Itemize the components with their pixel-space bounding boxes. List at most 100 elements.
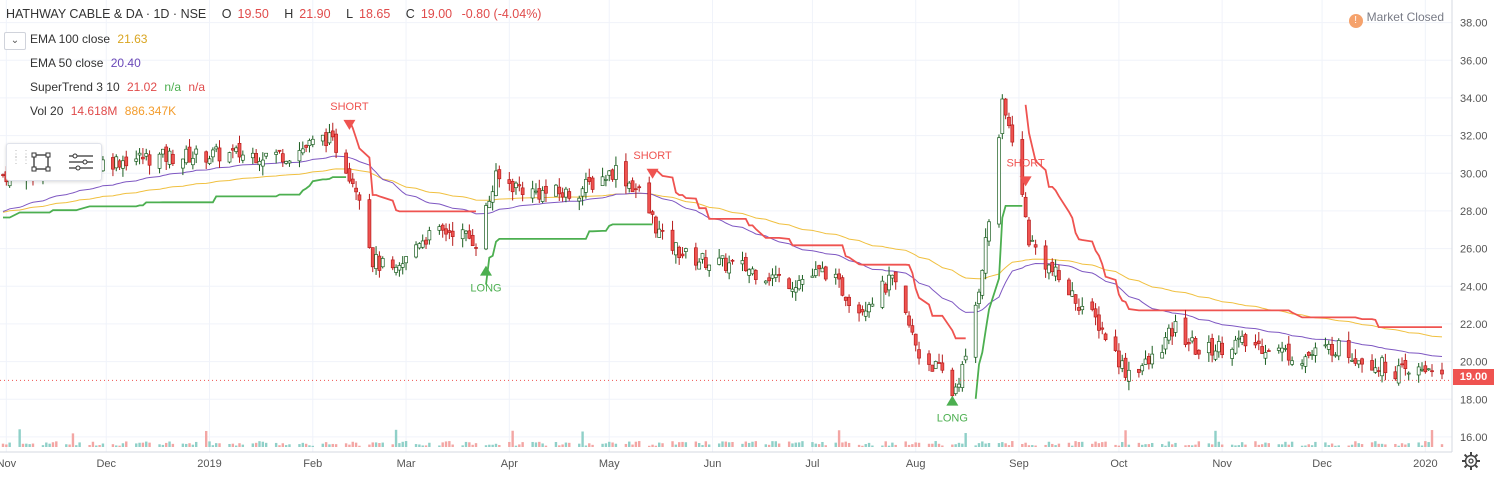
candle-body[interactable] <box>743 257 748 272</box>
candle-body[interactable] <box>847 296 851 306</box>
candle-body[interactable] <box>797 280 801 290</box>
candle-body[interactable] <box>111 157 115 170</box>
candle-body[interactable] <box>973 304 978 358</box>
candle-body[interactable] <box>817 265 821 270</box>
candle-body[interactable] <box>397 265 402 271</box>
candle-body[interactable] <box>390 259 395 269</box>
candle-body[interactable] <box>1007 116 1011 127</box>
gear-icon[interactable] <box>1460 450 1482 472</box>
candle-body[interactable] <box>1280 347 1284 353</box>
candle-body[interactable] <box>930 364 935 372</box>
candle-body[interactable] <box>284 161 288 164</box>
indicator-volume[interactable]: Vol 20 14.618M 886.347K <box>30 104 176 118</box>
candle-body[interactable] <box>777 274 781 276</box>
candle-body[interactable] <box>1266 350 1271 352</box>
candle-body[interactable] <box>720 255 725 259</box>
candle-body[interactable] <box>1090 301 1095 310</box>
candle-body[interactable] <box>1173 321 1178 333</box>
candle-body[interactable] <box>334 133 338 153</box>
candle-body[interactable] <box>983 237 988 274</box>
indicator-supertrend[interactable]: SuperTrend 3 10 21.02 n/a n/a <box>30 80 205 94</box>
candle-body[interactable] <box>863 310 868 317</box>
candle-body[interactable] <box>1330 344 1334 356</box>
candle-body[interactable] <box>1097 314 1101 331</box>
candle-body[interactable] <box>703 257 708 268</box>
candle-body[interactable] <box>700 253 705 260</box>
candle-body[interactable] <box>1416 366 1421 376</box>
candle-body[interactable] <box>300 148 305 154</box>
candle-body[interactable] <box>167 150 172 165</box>
candle-body[interactable] <box>1067 279 1071 296</box>
candle-body[interactable] <box>793 287 798 293</box>
candle-body[interactable] <box>660 230 665 232</box>
candle-body[interactable] <box>1350 359 1354 362</box>
candle-body[interactable] <box>1196 349 1201 355</box>
candle-body[interactable] <box>1356 360 1361 365</box>
candle-body[interactable] <box>1400 363 1404 366</box>
candle-body[interactable] <box>117 160 122 168</box>
candle-body[interactable] <box>257 161 262 166</box>
candle-body[interactable] <box>1303 356 1308 367</box>
candle-body[interactable] <box>374 254 378 270</box>
candle-body[interactable] <box>1346 340 1351 358</box>
candle-body[interactable] <box>600 176 605 186</box>
candle-body[interactable] <box>1306 352 1311 356</box>
candle-body[interactable] <box>860 309 865 313</box>
candle-body[interactable] <box>1403 360 1408 369</box>
candle-body[interactable] <box>264 152 269 157</box>
candle-body[interactable] <box>417 243 422 249</box>
candle-body[interactable] <box>404 256 408 264</box>
candle-body[interactable] <box>1020 139 1025 195</box>
candle-body[interactable] <box>171 153 175 164</box>
candle-body[interactable] <box>1150 353 1155 365</box>
candle-body[interactable] <box>1027 219 1031 246</box>
candle-body[interactable] <box>950 369 955 397</box>
candle-body[interactable] <box>670 229 675 251</box>
candle-body[interactable] <box>1137 368 1141 373</box>
candle-body[interactable] <box>1396 365 1401 384</box>
candle-body[interactable] <box>517 184 522 187</box>
candle-body[interactable] <box>937 362 941 364</box>
candle-body[interactable] <box>1033 244 1038 248</box>
candle-body[interactable] <box>207 158 212 164</box>
candle-body[interactable] <box>487 201 492 209</box>
candle-body[interactable] <box>344 152 348 174</box>
candle-body[interactable] <box>870 303 875 307</box>
candle-body[interactable] <box>1117 350 1121 368</box>
candle-body[interactable] <box>1253 342 1258 346</box>
candle-body[interactable] <box>1000 98 1005 134</box>
candle-body[interactable] <box>274 151 278 155</box>
candle-body[interactable] <box>813 269 818 276</box>
candle-body[interactable] <box>883 283 888 293</box>
candle-body[interactable] <box>1256 340 1261 344</box>
candle-body[interactable] <box>940 362 945 371</box>
settings-lines-icon[interactable] <box>67 150 93 174</box>
candle-body[interactable] <box>260 159 265 167</box>
candle-body[interactable] <box>810 275 815 278</box>
candle-body[interactable] <box>460 229 465 240</box>
candle-body[interactable] <box>893 271 898 283</box>
candle-body[interactable] <box>1236 337 1241 340</box>
candle-body[interactable] <box>211 149 215 158</box>
candle-body[interactable] <box>1323 344 1328 347</box>
candle-body[interactable] <box>604 179 608 181</box>
candle-body[interactable] <box>1243 334 1248 347</box>
candle-body[interactable] <box>1147 356 1151 365</box>
candle-body[interactable] <box>540 190 545 202</box>
candle-body[interactable] <box>370 247 375 268</box>
candle-body[interactable] <box>1140 365 1145 372</box>
candle-body[interactable] <box>747 269 751 276</box>
candle-body[interactable] <box>1276 347 1281 351</box>
candle-body[interactable] <box>1113 336 1118 351</box>
candle-body[interactable] <box>647 182 652 214</box>
candle-body[interactable] <box>773 274 778 278</box>
candle-body[interactable] <box>650 211 655 215</box>
candle-body[interactable] <box>763 280 768 284</box>
candle-body[interactable] <box>400 263 405 268</box>
candle-body[interactable] <box>1003 98 1008 116</box>
candle-body[interactable] <box>697 261 702 270</box>
candle-body[interactable] <box>1260 346 1264 354</box>
candle-body[interactable] <box>767 277 771 282</box>
candle-body[interactable] <box>1426 368 1431 371</box>
